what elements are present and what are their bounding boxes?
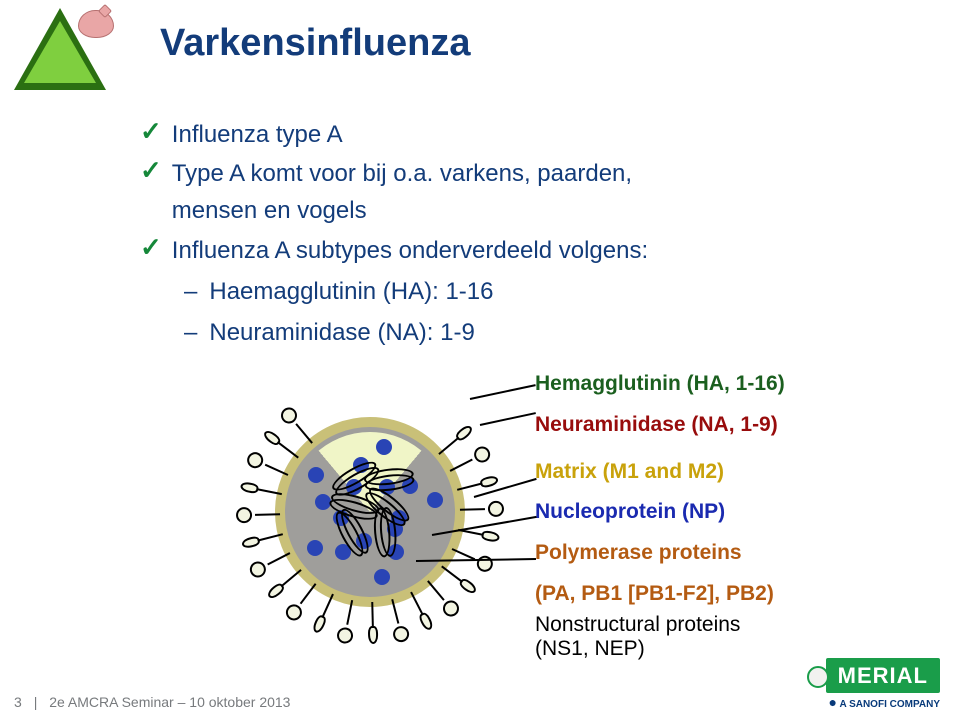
label-np: Nucleoprotein (NP)	[535, 500, 785, 525]
dash-icon: –	[184, 314, 197, 351]
page-number: 3	[14, 694, 22, 710]
label-ns: Nonstructural proteins	[535, 613, 785, 638]
footer-text: 2e AMCRA Seminar – 10 oktober 2013	[49, 694, 290, 710]
check-icon: ✓	[140, 232, 162, 263]
sub-bullet-text: Haemagglutinin (HA): 1-16	[209, 273, 493, 310]
bullet-list: ✓ Influenza type A ✓ Type A komt voor bi…	[140, 116, 712, 351]
label-ha: Hemagglutinin (HA, 1-16)	[535, 372, 785, 397]
slide-title: Varkensinfluenza	[160, 22, 470, 65]
np-dot	[376, 439, 392, 455]
sanofi-text: A SANOFI COMPANY	[839, 699, 940, 710]
footer-sep: |	[34, 694, 38, 710]
bullet-item: ✓ Influenza A subtypes onderverdeeld vol…	[140, 232, 712, 269]
check-icon: ✓	[140, 155, 162, 186]
sub-bullet-item: – Haemagglutinin (HA): 1-16	[184, 273, 712, 310]
bullet-text: Type A komt voor bij o.a. varkens, paard…	[172, 155, 712, 229]
np-dot	[374, 569, 390, 585]
virus-labels: Hemagglutinin (HA, 1-16) Neuraminidase (…	[535, 372, 785, 662]
rna-segment	[379, 507, 395, 554]
slide: Varkensinfluenza ✓ Influenza type A ✓ Ty…	[0, 0, 960, 722]
check-icon: ✓	[140, 116, 162, 147]
footer-right: MERIAL ● A SANOFI COMPANY	[807, 663, 940, 710]
dash-icon: –	[184, 273, 197, 310]
sanofi-tagline: ● A SANOFI COMPANY	[807, 694, 940, 710]
label-polymerase-sub: (PA, PB1 [PB1-F2], PB2)	[535, 582, 785, 607]
bullet-item: ✓ Influenza type A	[140, 116, 712, 153]
label-matrix: Matrix (M1 and M2)	[535, 460, 785, 485]
sub-bullet-text: Neuraminidase (NA): 1-9	[209, 314, 474, 351]
footer-left: 3 | 2e AMCRA Seminar – 10 oktober 2013	[14, 694, 290, 710]
label-polymerase: Polymerase proteins	[535, 541, 785, 566]
label-na: Neuraminidase (NA, 1-9)	[535, 413, 785, 438]
np-dot	[427, 492, 443, 508]
bullet-item: ✓ Type A komt voor bij o.a. varkens, paa…	[140, 155, 712, 229]
bullet-text: Influenza A subtypes onderverdeeld volge…	[172, 232, 648, 269]
bullet-text: Influenza type A	[172, 116, 343, 153]
merial-logo: MERIAL	[807, 663, 940, 690]
np-dot	[307, 540, 323, 556]
merial-wordmark: MERIAL	[826, 658, 940, 693]
brand-pyramid-logo	[6, 4, 116, 104]
label-ns-sub: (NS1, NEP)	[535, 637, 785, 662]
np-dot	[308, 467, 324, 483]
sub-bullet-item: – Neuraminidase (NA): 1-9	[184, 314, 712, 351]
virus-diagram	[210, 352, 530, 672]
